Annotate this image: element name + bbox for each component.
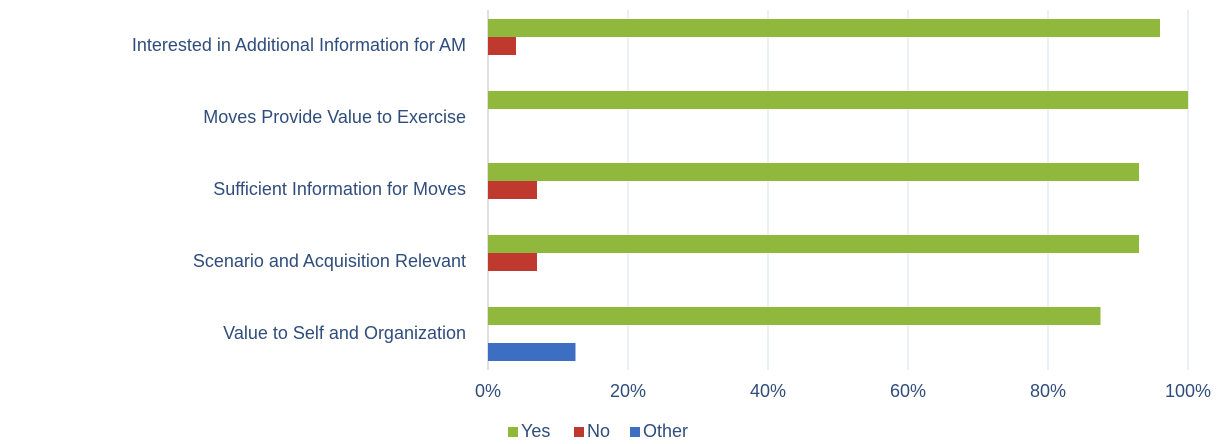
legend-swatch — [574, 427, 584, 437]
y-tick-label: Sufficient Information for Moves — [213, 179, 466, 199]
x-tick-label: 60% — [890, 381, 926, 401]
bar — [488, 307, 1101, 325]
bar — [488, 181, 537, 199]
legend-swatch — [508, 427, 518, 437]
x-tick-label: 40% — [750, 381, 786, 401]
x-tick-label: 100% — [1165, 381, 1211, 401]
x-tick-label: 0% — [475, 381, 501, 401]
x-tick-label: 80% — [1030, 381, 1066, 401]
legend-swatch — [630, 427, 640, 437]
bar — [488, 163, 1139, 181]
y-tick-label: Scenario and Acquisition Relevant — [193, 251, 466, 271]
bar — [488, 19, 1160, 37]
legend-label: No — [587, 421, 610, 441]
bar — [488, 253, 537, 271]
bar — [488, 91, 1188, 109]
legend-label: Yes — [521, 421, 550, 441]
bar — [488, 343, 576, 361]
x-tick-label: 20% — [610, 381, 646, 401]
bar — [488, 37, 516, 55]
y-tick-label: Moves Provide Value to Exercise — [203, 107, 466, 127]
y-tick-label: Interested in Additional Information for… — [132, 35, 466, 55]
bar — [488, 235, 1139, 253]
legend-label: Other — [643, 421, 688, 441]
y-tick-label: Value to Self and Organization — [223, 323, 466, 343]
